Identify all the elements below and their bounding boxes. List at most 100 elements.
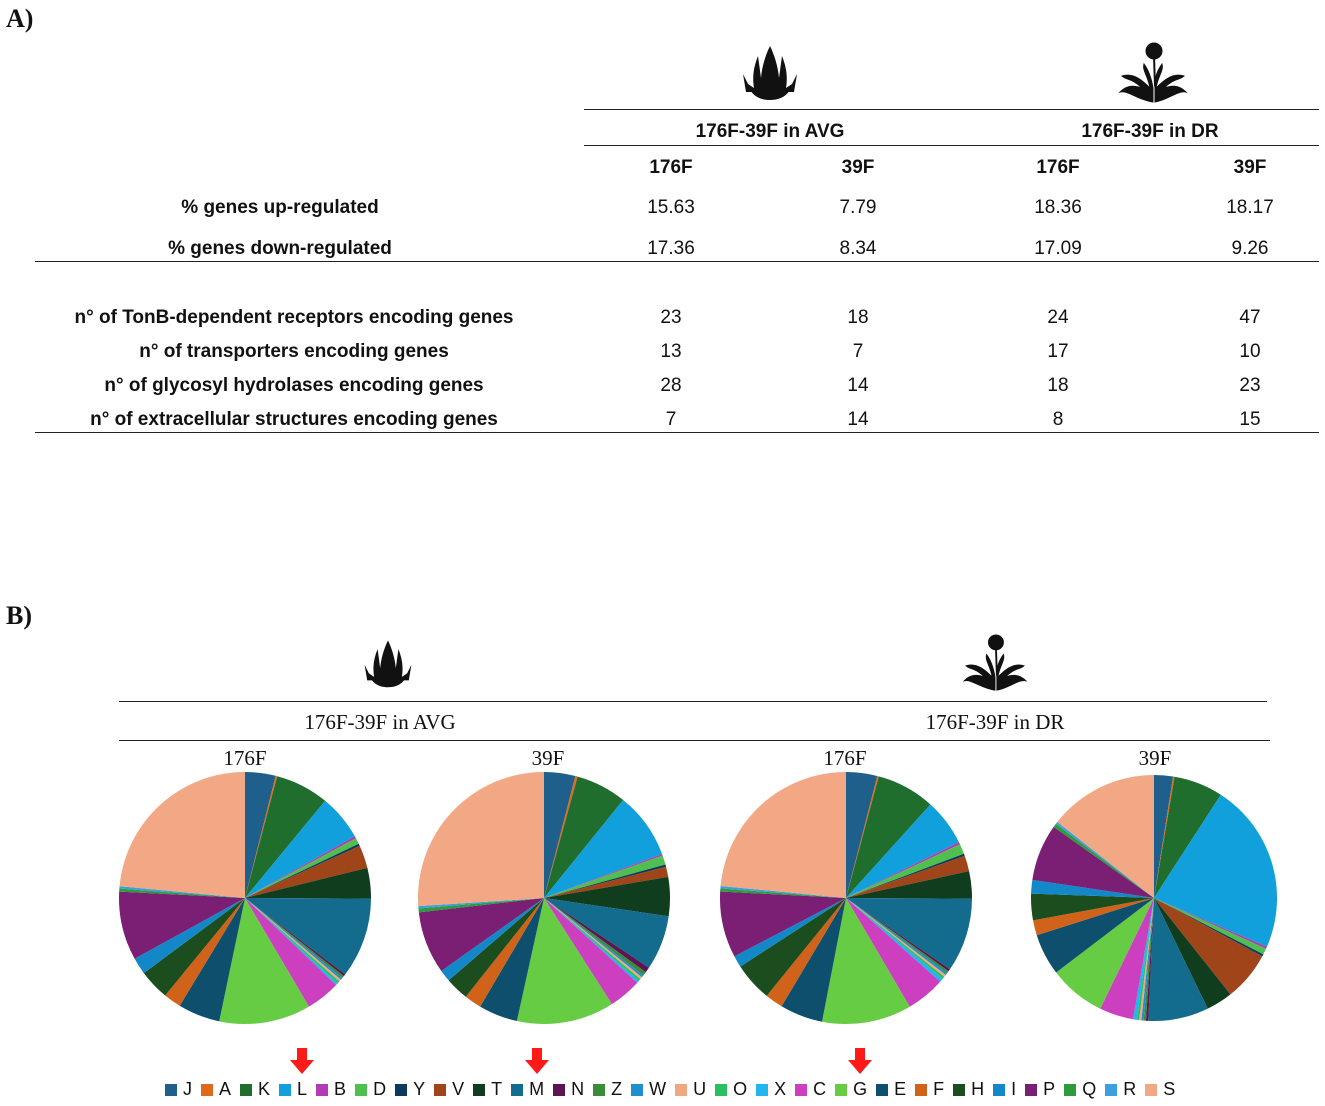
table-cell: 17 <box>1047 341 1069 362</box>
table-cell: 15 <box>1239 409 1261 430</box>
pie-slice-X <box>544 898 639 983</box>
pie-slice-E <box>179 898 245 1022</box>
table-cell: 23 <box>1239 375 1261 396</box>
pie-slice-U <box>846 898 946 977</box>
legend-swatch <box>1025 1083 1038 1096</box>
legend-item-V: V <box>434 1079 464 1100</box>
pie-slice-Y <box>846 853 965 898</box>
pie-slice-S <box>119 772 245 898</box>
pie-slice-V <box>1154 898 1263 995</box>
legend-item-I: I <box>993 1079 1016 1100</box>
pie-slice-J <box>245 772 276 898</box>
table-bottom-rule <box>35 432 1319 433</box>
pie-slice-A <box>544 775 578 898</box>
pie-slice-G <box>219 898 309 1024</box>
legend-item-P: P <box>1025 1079 1055 1100</box>
dandelion-plant-icon <box>1118 42 1188 103</box>
legend-label: Y <box>413 1079 426 1099</box>
pie-slice-H <box>1031 893 1154 921</box>
col-header: 176F <box>649 157 693 178</box>
pie-slice-K <box>846 776 931 898</box>
pie-slice-N <box>544 898 649 973</box>
pie-slice-Q <box>720 888 846 898</box>
pie-slice-S <box>417 772 544 907</box>
pie-slice-B <box>544 853 663 898</box>
legend-swatch <box>593 1083 606 1096</box>
pie-slice-P <box>118 891 245 959</box>
pie-slice-M <box>245 898 371 975</box>
pie-slice-J <box>1154 775 1174 898</box>
pie-slice-Z <box>245 898 344 978</box>
pie-slice-L <box>1154 794 1278 947</box>
group-header-dr: 176F-39F in DR <box>1081 121 1219 142</box>
aloe-plant-icon <box>364 640 412 688</box>
legend-label: V <box>452 1079 465 1099</box>
legend-swatch <box>553 1083 566 1096</box>
pie-slice-T <box>846 871 973 899</box>
pie-slice-P <box>1032 826 1154 898</box>
pie-slice-M <box>544 898 669 968</box>
panel-a-label: A) <box>6 4 34 33</box>
legend-swatch <box>240 1083 253 1096</box>
legend-label: Z <box>611 1079 623 1099</box>
table-cell: 8 <box>1052 409 1064 430</box>
pie-slice-B <box>245 836 356 898</box>
pie-slice-N <box>1145 898 1154 1021</box>
pie-slice-Q <box>119 888 245 898</box>
legend-item-E: E <box>876 1079 906 1100</box>
pie-slice-K <box>245 776 326 898</box>
pie-slice-I <box>134 898 245 974</box>
pie-slice-F <box>465 898 544 1007</box>
legend-item-B: B <box>316 1079 346 1100</box>
legend-item-A: A <box>201 1079 231 1100</box>
table-cell: 7.79 <box>839 197 877 218</box>
pie-slice-S <box>1057 775 1154 898</box>
pie-slice-B <box>1154 898 1267 949</box>
panel-b-group-rule <box>119 740 1270 741</box>
red-arrow-icon <box>290 1048 315 1074</box>
table-cell: 24 <box>1047 307 1069 328</box>
table-cell: 14 <box>847 375 869 396</box>
table-cell: 14 <box>847 409 869 430</box>
legend-swatch <box>434 1083 447 1096</box>
table-cell: 7 <box>852 341 864 362</box>
legend-label: G <box>853 1079 868 1099</box>
pie-slice-A <box>846 775 879 898</box>
legend-item-T: T <box>473 1079 502 1100</box>
pie-slice-R <box>720 885 846 898</box>
pie-slice-Z <box>1143 898 1154 1021</box>
pie-slice-C <box>1100 898 1154 1020</box>
pie-slice-D <box>846 844 964 898</box>
pie-title: 176F <box>823 746 867 770</box>
row-label: n° of transporters encoding genes <box>139 341 449 362</box>
pie-slice-G <box>516 898 612 1025</box>
pie-slice-E <box>781 898 846 1022</box>
legend-swatch <box>675 1083 688 1096</box>
pie-slice-J <box>544 772 576 898</box>
pie-slice-X <box>1133 898 1154 1020</box>
group-header-dr: 176F-39F in DR <box>925 710 1065 734</box>
pie-slice-D <box>1154 898 1267 955</box>
pie-slice-C <box>544 898 638 1005</box>
pie-slice-N <box>846 898 950 972</box>
pie-slice-L <box>544 799 663 898</box>
pie-slice-X <box>245 898 338 985</box>
group-header-avg: 176F-39F in AVG <box>304 710 456 734</box>
pie-slice-O <box>1136 898 1154 1021</box>
legend-swatch <box>915 1083 928 1096</box>
legend-label: D <box>373 1079 387 1099</box>
table-cell: 47 <box>1239 307 1261 328</box>
red-arrow-icon <box>848 1048 873 1074</box>
pie-slice-V <box>544 866 669 898</box>
legend-item-D: D <box>355 1079 386 1100</box>
pie-slice-O <box>245 898 340 984</box>
col-header: 39F <box>841 157 875 178</box>
pie-slice-K <box>544 776 624 898</box>
legend-label: F <box>933 1079 945 1099</box>
legend-swatch <box>1105 1083 1118 1096</box>
pie-slice-H <box>740 898 846 996</box>
legend-swatch <box>165 1083 177 1096</box>
table-cell: 17.36 <box>647 238 695 259</box>
legend-swatch <box>511 1083 524 1096</box>
pie-slice-Y <box>245 843 360 898</box>
